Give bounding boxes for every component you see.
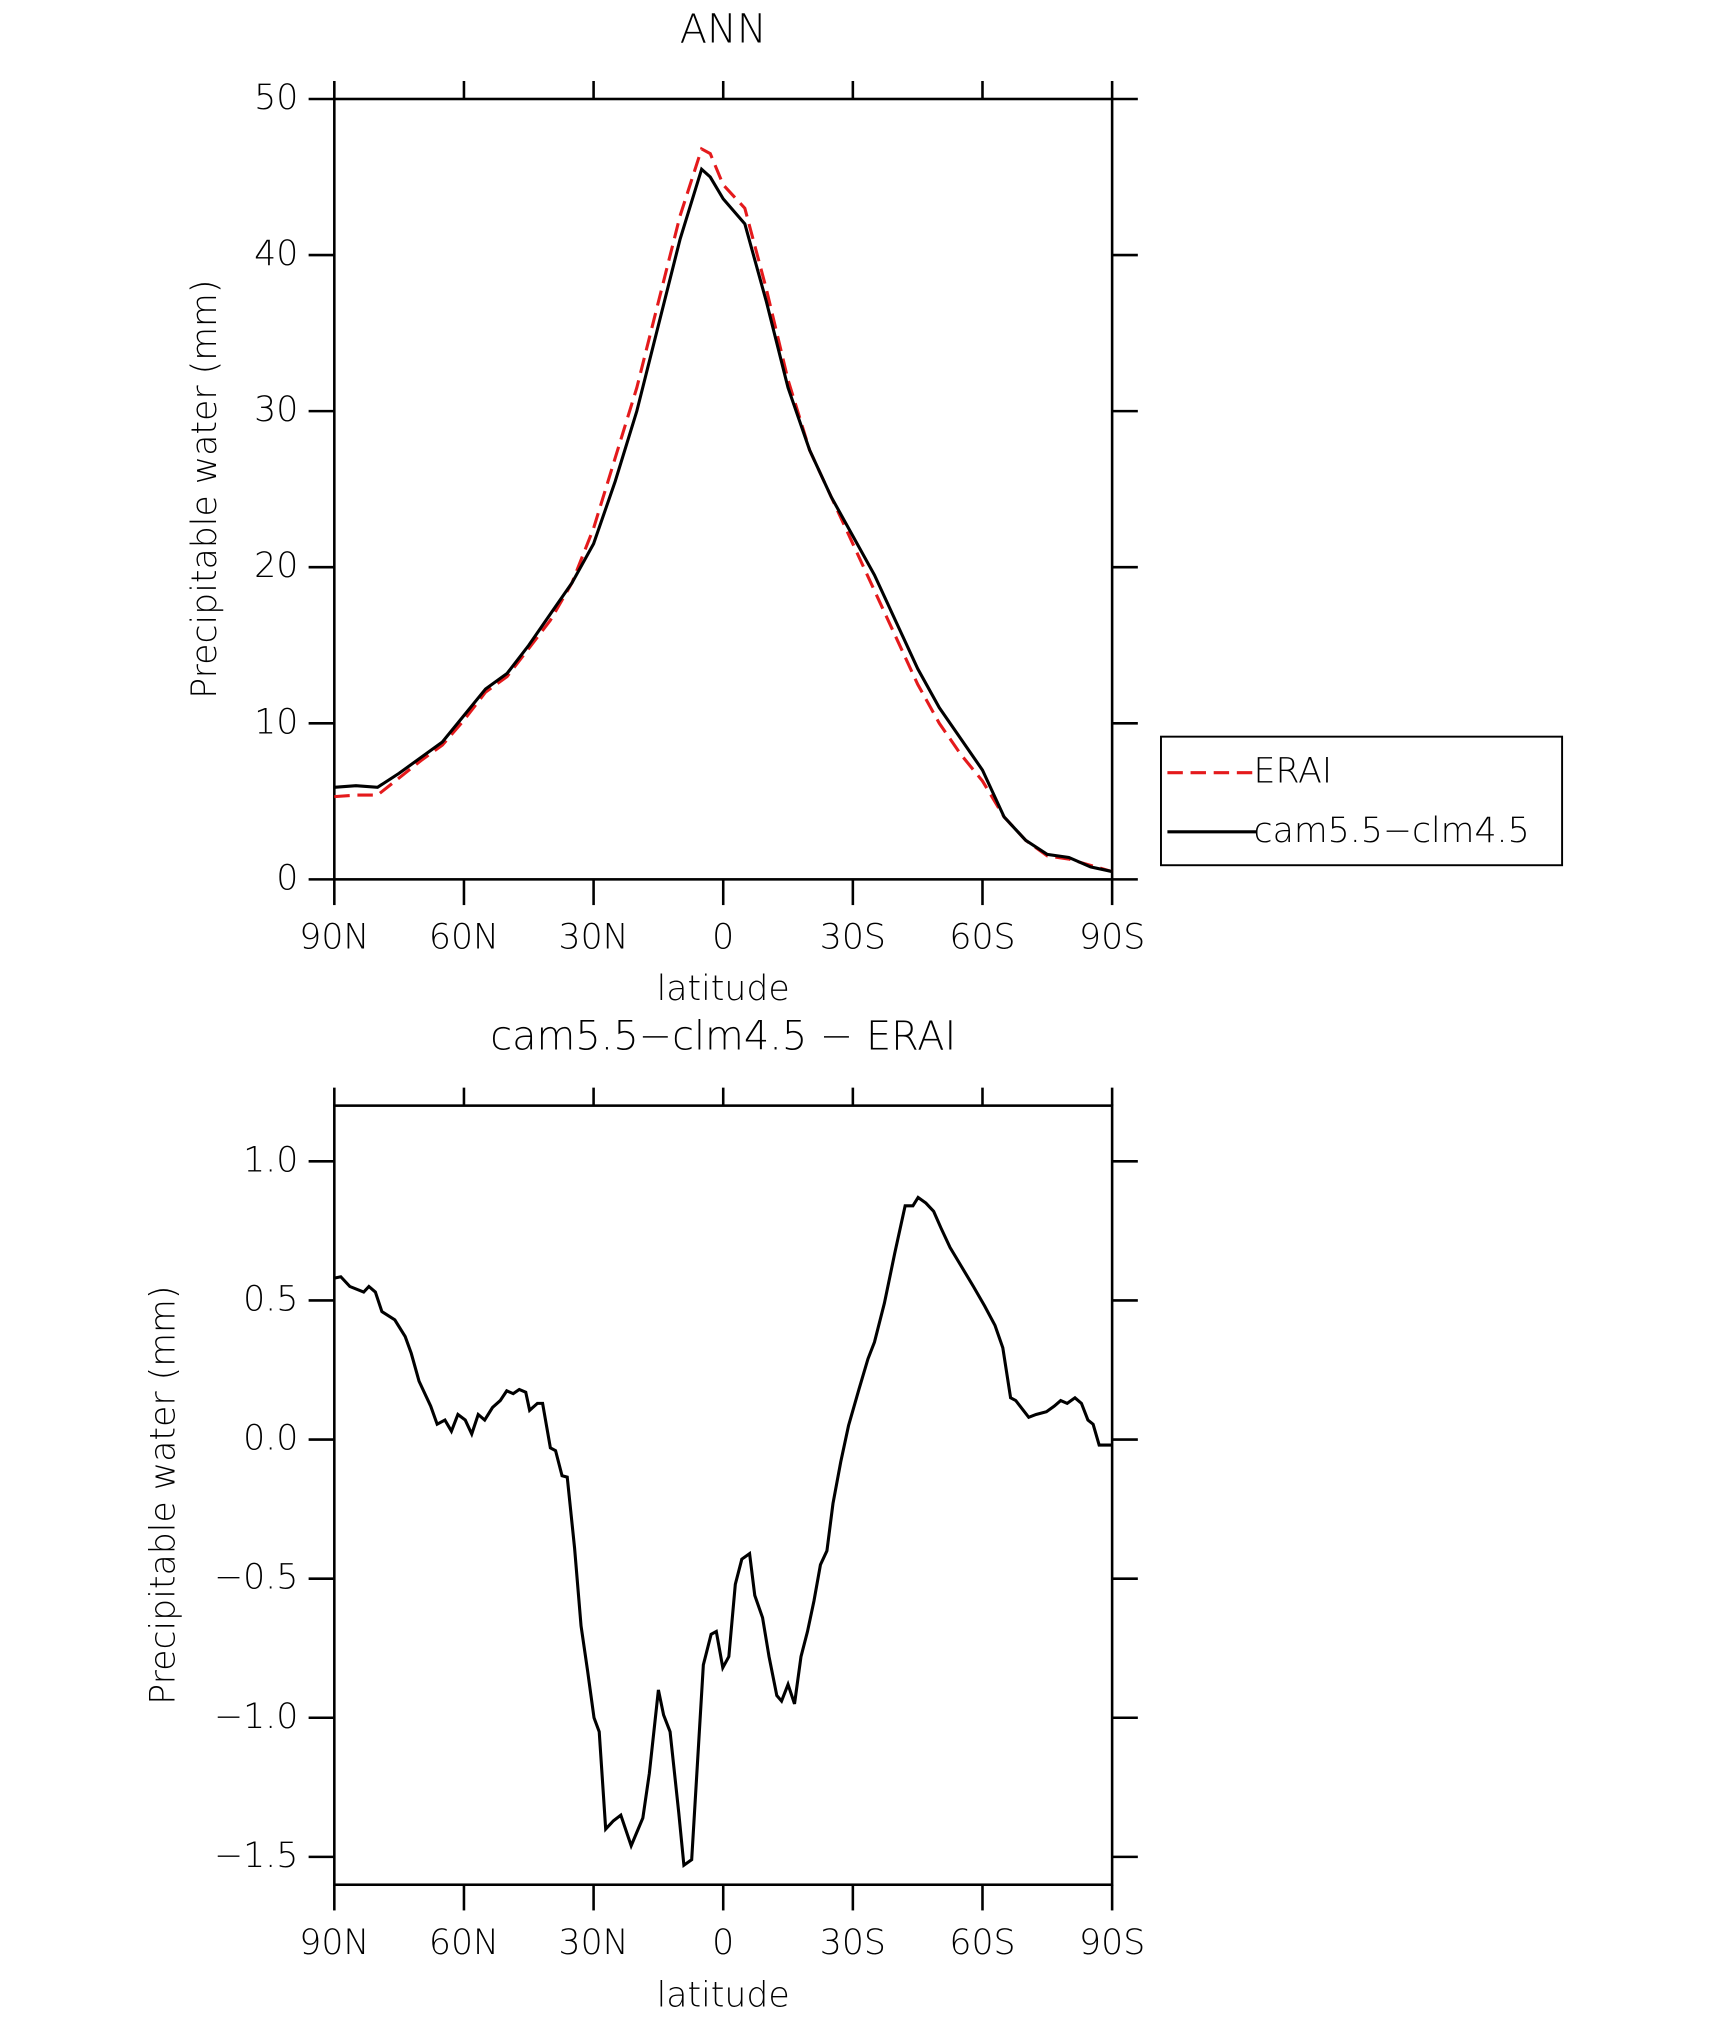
y-tick-label: 0 — [276, 858, 298, 898]
x-tick-label: 90N — [299, 918, 369, 958]
y-tick-label: 1.0 — [243, 1140, 298, 1180]
y-tick-label: 10 — [254, 702, 298, 742]
legend-label: cam5.5−clm4.5 — [1254, 811, 1530, 851]
x-tick-label: 90S — [1079, 1923, 1145, 1963]
y-tick-label: 20 — [254, 546, 298, 586]
x-tick-label: 90S — [1079, 918, 1145, 958]
legend-label: ERAI — [1254, 752, 1333, 792]
x-tick-label: 30S — [820, 918, 886, 958]
data-line — [333, 1195, 1113, 1869]
y-tick-label: −0.5 — [214, 1558, 298, 1598]
y-tick-label: 30 — [254, 390, 298, 430]
plot-frame — [333, 97, 1114, 881]
data-line — [334, 166, 1113, 874]
x-tick-label: 60N — [429, 1923, 499, 1963]
data-line — [334, 146, 1113, 874]
x-tick-label: 30S — [820, 1923, 886, 1963]
y-tick-label: 40 — [254, 234, 298, 274]
x-tick-label: 60S — [949, 918, 1015, 958]
x-tick-label: 60N — [429, 918, 499, 958]
x-tick-label: 60S — [949, 1923, 1015, 1963]
legend-box — [1160, 735, 1564, 867]
y-tick-label: 0.5 — [243, 1279, 298, 1319]
x-tick-label: 0 — [712, 918, 734, 958]
y-tick-label: −1.5 — [214, 1836, 298, 1876]
y-tick-label: −1.0 — [214, 1697, 298, 1737]
chart-title: ANN — [680, 7, 767, 53]
plot-frame — [333, 1104, 1114, 1887]
x-axis-label: latitude — [657, 969, 790, 1009]
x-tick-label: 90N — [299, 1923, 369, 1963]
y-axis-label: Precipitable water (mm) — [185, 280, 225, 699]
y-tick-label: 50 — [254, 78, 298, 118]
x-tick-label: 0 — [712, 1923, 734, 1963]
chart-title: cam5.5−clm4.5 − ERAI — [490, 1013, 956, 1059]
x-axis-label: latitude — [657, 1976, 790, 2016]
x-tick-label: 30N — [559, 1923, 629, 1963]
y-axis-label: Precipitable water (mm) — [144, 1286, 184, 1705]
x-tick-label: 30N — [559, 918, 629, 958]
y-tick-label: 0.0 — [243, 1419, 298, 1459]
